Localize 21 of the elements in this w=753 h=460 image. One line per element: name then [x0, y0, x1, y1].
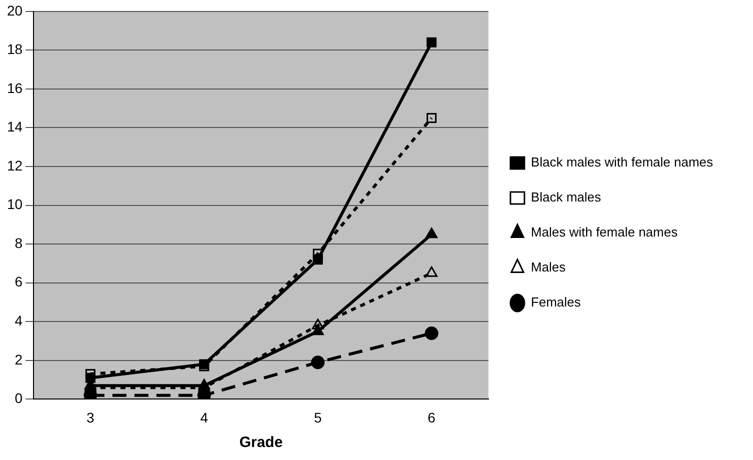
x-tick-label: 4: [200, 409, 208, 426]
y-tick-label: 8: [14, 234, 23, 251]
legend-label: Males with female names: [530, 224, 678, 240]
y-tick-label: 12: [6, 157, 23, 174]
legend-label: Black males: [530, 190, 602, 205]
y-tick-label: 2: [14, 351, 23, 368]
x-tick-label: 5: [314, 409, 322, 426]
y-tick-label: 6: [14, 274, 23, 290]
y-tick-label: 0: [14, 390, 23, 406]
y-tick-label: 16: [6, 80, 23, 96]
x-tick-label: 3: [86, 409, 95, 426]
x-axis-title: Grade: [239, 434, 283, 452]
y-tick-label: 14: [6, 118, 23, 135]
legend-label: Black males with female names: [530, 154, 714, 170]
y-tick-label: 4: [14, 312, 23, 328]
y-tick-label: 10: [6, 196, 23, 212]
x-tick-label: 6: [428, 409, 436, 426]
y-tick-label: 20: [6, 2, 23, 18]
legend-label: Males: [530, 260, 566, 275]
legend-label: Females: [530, 294, 582, 310]
y-tick-label: 18: [6, 41, 23, 58]
